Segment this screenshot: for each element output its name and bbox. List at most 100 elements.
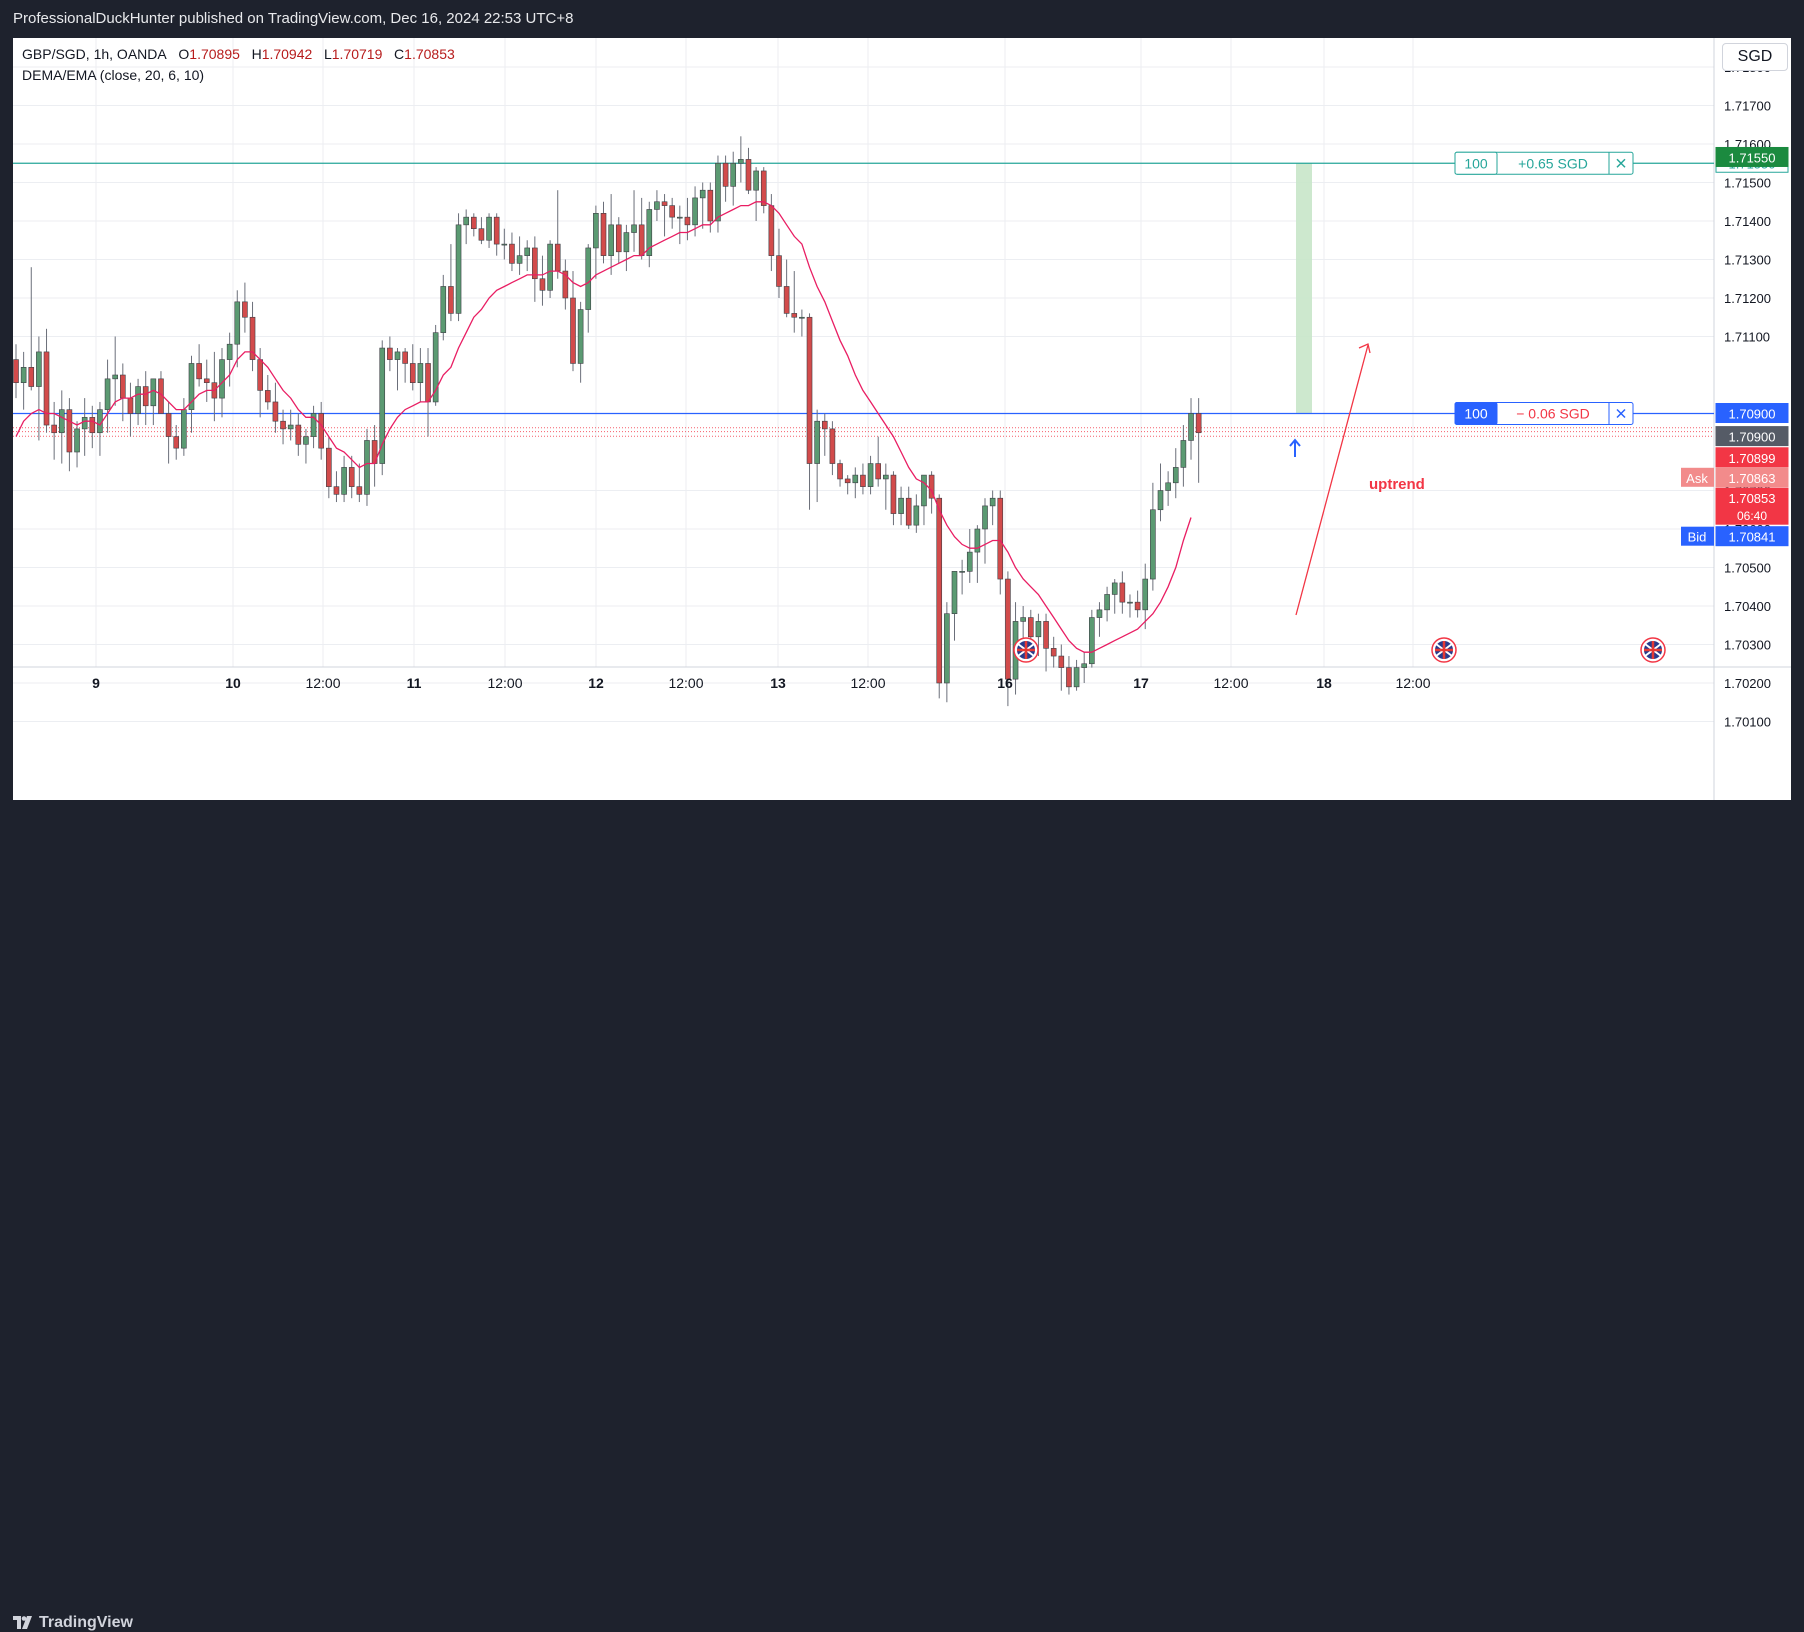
candle-body <box>402 351 408 364</box>
candle <box>364 428 370 506</box>
candle <box>142 371 149 426</box>
candle <box>646 201 653 268</box>
candle <box>13 344 19 399</box>
candle-body <box>730 162 737 187</box>
order-widgets[interactable]: 100 +0.65 SGD 100 − 0.06 SGD <box>1454 151 1634 425</box>
time-tick-label: 18 <box>1316 675 1332 691</box>
publish-bar: ProfessionalDuckHunter published on Trad… <box>0 0 1804 38</box>
candle-body <box>310 413 317 437</box>
uptrend-annotation[interactable]: uptrend <box>1369 476 1425 493</box>
price-tick-label: 1.71200 <box>1724 291 1771 306</box>
candle <box>188 355 195 433</box>
uk-flag-icon[interactable] <box>1013 637 1039 663</box>
candle-body <box>593 213 599 249</box>
time-tick-label: 9 <box>92 675 100 691</box>
candle-body <box>394 351 401 360</box>
candle <box>173 425 180 460</box>
close-icon[interactable] <box>1616 158 1626 168</box>
candle-body <box>1127 601 1133 604</box>
candle-body <box>219 359 225 399</box>
close-icon[interactable] <box>1616 408 1626 419</box>
candle <box>226 332 233 387</box>
candle <box>1157 463 1164 522</box>
candle-body <box>112 374 118 380</box>
candle <box>432 324 439 406</box>
candle-body <box>936 497 943 684</box>
publish-info: ProfessionalDuckHunter published on Trad… <box>13 10 574 27</box>
price-tag-box <box>1715 146 1789 167</box>
candle-body <box>860 474 866 487</box>
candle-body <box>1119 582 1126 603</box>
candle <box>1089 609 1095 668</box>
candle-body <box>58 409 65 434</box>
candle <box>951 571 958 641</box>
candle <box>890 471 897 526</box>
candle <box>455 213 462 322</box>
candle-body <box>783 286 790 314</box>
uk-flag-icon[interactable] <box>1640 637 1666 663</box>
close-icon-stroke <box>1616 408 1626 419</box>
candle-body <box>89 417 96 434</box>
candle <box>20 351 27 410</box>
price-tag: 1.71550 <box>1715 146 1789 167</box>
price-tick-label: 1.70400 <box>1724 599 1771 614</box>
candle <box>409 344 416 391</box>
candle <box>470 213 477 237</box>
candle <box>295 413 302 456</box>
order-qty: 100 <box>1464 155 1488 171</box>
candle-body <box>440 286 447 333</box>
candle-body <box>760 170 767 206</box>
ohlc-row: GBP/SGD, 1h, OANDA O1.70895 H1.70942 L1.… <box>22 44 455 65</box>
candle-body <box>974 528 981 553</box>
blue-arrow-head <box>1289 438 1301 447</box>
take-profit-order[interactable]: 100 +0.65 SGD <box>1454 151 1634 175</box>
candle <box>356 463 363 503</box>
candle-body <box>448 286 454 314</box>
candle <box>547 240 553 298</box>
candle-body <box>921 474 927 507</box>
candle-body <box>1020 617 1026 622</box>
low-label: L <box>323 46 332 62</box>
order-qty-box <box>1454 151 1498 175</box>
candle <box>28 267 35 391</box>
price-tag-box <box>1715 447 1789 468</box>
candle-body <box>28 366 35 387</box>
open-value: 1.70895 <box>189 46 240 62</box>
symbol-label[interactable]: GBP/SGD, 1h, OANDA <box>22 46 167 62</box>
tradingview-logo[interactable]: TradingView <box>13 1614 133 1632</box>
candle <box>814 409 820 503</box>
price-tick-label: 1.70200 <box>1724 676 1771 691</box>
candle-body <box>684 216 691 226</box>
candle-body <box>814 420 820 464</box>
candle-body <box>989 497 996 507</box>
candle <box>127 382 134 437</box>
candle <box>394 348 401 391</box>
candle <box>615 217 622 264</box>
position-order[interactable]: 100 − 0.06 SGD <box>1454 402 1634 425</box>
candle <box>1142 563 1149 630</box>
trend-arrow-line[interactable] <box>1295 344 1369 616</box>
candle <box>608 194 614 275</box>
candle-body <box>699 189 706 199</box>
indicator-label[interactable]: DEMA/EMA (close, 20, 6, 10) <box>22 67 205 83</box>
high-value: 1.70942 <box>261 46 313 62</box>
candle-body <box>470 216 477 229</box>
candle <box>66 398 73 472</box>
candle-body <box>486 216 492 241</box>
uk-flag-icon[interactable] <box>1431 637 1457 663</box>
time-tick-label: 12:00 <box>487 675 522 691</box>
candle <box>341 455 347 503</box>
candle-body <box>81 417 88 430</box>
candle <box>837 459 843 487</box>
open-label: O <box>178 46 190 62</box>
candle <box>272 382 279 433</box>
candle <box>638 197 645 260</box>
candle-body <box>165 413 172 437</box>
candle-body <box>135 386 141 414</box>
currency-button[interactable]: SGD <box>1722 43 1788 71</box>
candle <box>852 467 859 499</box>
candle-body <box>1195 413 1202 434</box>
candle-body <box>966 551 973 572</box>
